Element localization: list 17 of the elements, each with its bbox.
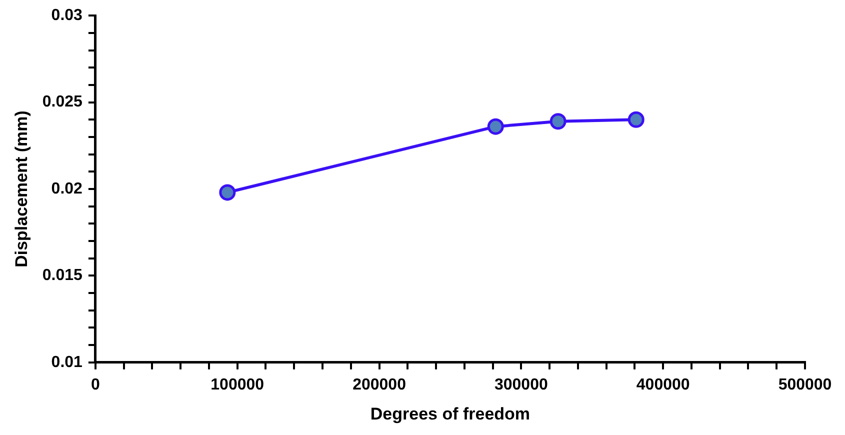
x-tick-label: 500000 — [778, 376, 832, 394]
x-tick-label: 400000 — [636, 376, 690, 394]
x-tick-label: 200000 — [352, 376, 406, 394]
x-axis-title: Degrees of freedom — [370, 404, 530, 424]
x-tick-label: 0 — [90, 376, 100, 394]
point — [550, 113, 566, 130]
y-tick-label: 0.015 — [42, 267, 83, 284]
x-tick-label: 100000 — [210, 376, 264, 394]
y-tick-label: 0.02 — [51, 180, 83, 198]
point — [628, 111, 644, 128]
y-tick-label: 0.025 — [42, 94, 83, 111]
point — [219, 184, 236, 201]
y-tick-label: 0.01 — [51, 354, 83, 371]
point — [487, 118, 504, 135]
y-axis-title: Displacement (mm) — [12, 110, 31, 268]
y-tick-label: 0.03 — [51, 7, 83, 24]
x-tick-label: 300000 — [494, 376, 548, 394]
